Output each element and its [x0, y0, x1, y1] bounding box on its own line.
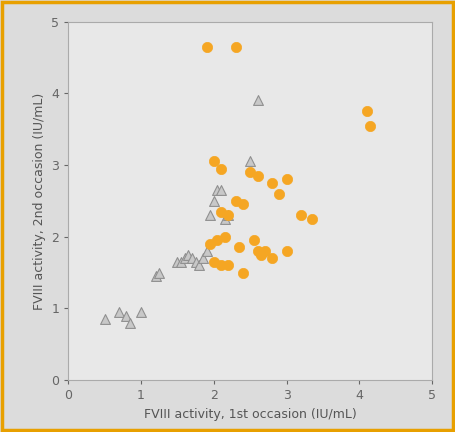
Point	[203, 248, 210, 254]
Point	[181, 255, 188, 262]
Point	[207, 212, 214, 219]
Point	[268, 180, 276, 187]
Point	[152, 273, 159, 280]
Point	[192, 258, 199, 265]
Point	[225, 212, 232, 219]
Point	[250, 237, 258, 244]
Point	[247, 169, 254, 176]
Point	[203, 43, 210, 50]
Point	[283, 248, 290, 254]
Point	[214, 187, 221, 194]
Point	[261, 248, 268, 254]
Point	[225, 262, 232, 269]
X-axis label: FVIII activity, 1st occasion (IU/mL): FVIII activity, 1st occasion (IU/mL)	[144, 408, 357, 421]
Point	[156, 269, 163, 276]
Point	[232, 43, 239, 50]
Point	[254, 97, 261, 104]
Point	[188, 255, 196, 262]
Point	[101, 316, 108, 323]
Point	[123, 312, 130, 319]
Point	[239, 201, 247, 208]
Point	[283, 176, 290, 183]
Point	[254, 248, 261, 254]
Point	[207, 241, 214, 248]
Point	[217, 187, 225, 194]
Y-axis label: FVIII activity, 2nd occasion (IU/mL): FVIII activity, 2nd occasion (IU/mL)	[33, 92, 46, 309]
Point	[363, 108, 370, 115]
Point	[177, 258, 185, 265]
Point	[199, 255, 207, 262]
Point	[308, 216, 316, 222]
Point	[217, 262, 225, 269]
Point	[298, 212, 305, 219]
Point	[116, 308, 123, 315]
Point	[367, 122, 374, 129]
Point	[221, 216, 228, 222]
Point	[185, 251, 192, 258]
Point	[137, 308, 145, 315]
Point	[258, 251, 265, 258]
Point	[254, 172, 261, 179]
Point	[126, 319, 134, 326]
Point	[210, 158, 217, 165]
Point	[217, 208, 225, 215]
Point	[268, 255, 276, 262]
Point	[225, 212, 232, 219]
Point	[276, 190, 283, 197]
Point	[221, 233, 228, 240]
Point	[210, 197, 217, 204]
Point	[196, 262, 203, 269]
Point	[247, 158, 254, 165]
Point	[214, 237, 221, 244]
Point	[217, 165, 225, 172]
Point	[232, 197, 239, 204]
Point	[239, 269, 247, 276]
Point	[174, 258, 181, 265]
Point	[210, 258, 217, 265]
Point	[236, 244, 243, 251]
